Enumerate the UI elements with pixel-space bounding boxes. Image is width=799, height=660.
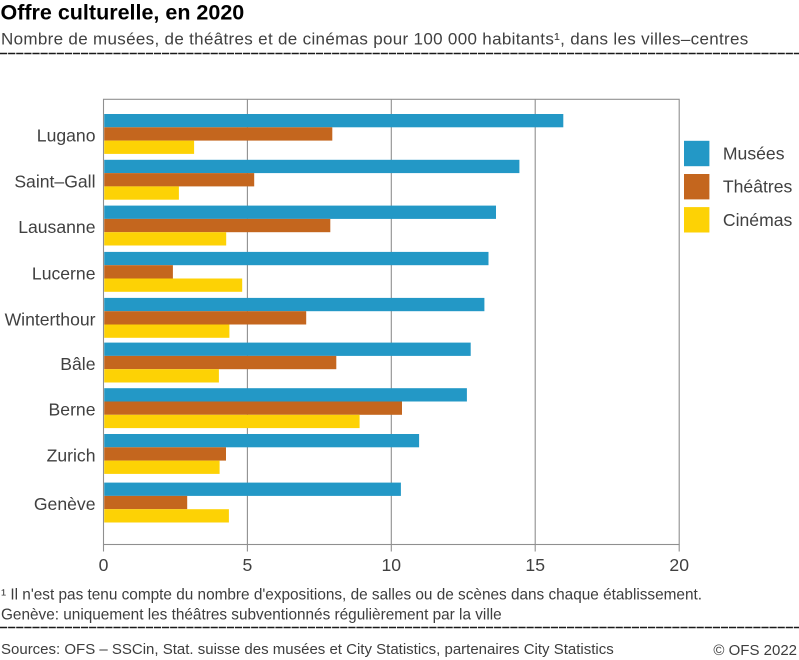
svg-text:Cinémas: Cinémas [723, 210, 793, 230]
svg-text:5: 5 [243, 555, 253, 575]
svg-text:Musées: Musées [723, 144, 785, 164]
svg-text:Lucerne: Lucerne [32, 263, 96, 283]
svg-text:Berne: Berne [49, 400, 96, 420]
svg-text:Saint–Gall: Saint–Gall [14, 171, 95, 191]
svg-text:10: 10 [382, 555, 402, 575]
svg-text:20: 20 [669, 555, 689, 575]
svg-text:© OFS 2022: © OFS 2022 [713, 642, 797, 659]
svg-text:Offre culturelle, en 2020: Offre culturelle, en 2020 [1, 1, 245, 25]
svg-text:15: 15 [525, 555, 545, 575]
svg-text:Théâtres: Théâtres [723, 177, 793, 197]
svg-text:Nombre de musées, de théâtres: Nombre de musées, de théâtres et de ciné… [1, 30, 749, 49]
svg-text:Winterthour: Winterthour [5, 309, 96, 329]
svg-text:¹ Il n'est pas tenu compte du: ¹ Il n'est pas tenu compte du nombre d'e… [1, 587, 702, 604]
svg-text:Lausanne: Lausanne [18, 217, 95, 237]
svg-text:Bâle: Bâle [60, 354, 95, 374]
svg-text:Zurich: Zurich [47, 446, 96, 466]
svg-text:Lugano: Lugano [37, 126, 96, 146]
svg-text:0: 0 [99, 555, 109, 575]
svg-text:Genève: uniquement les théâtre: Genève: uniquement les théâtres subventi… [1, 607, 502, 624]
svg-text:Genève: Genève [34, 494, 96, 514]
svg-text:Sources: OFS – SSCin, Stat. su: Sources: OFS – SSCin, Stat. suisse des m… [1, 641, 614, 658]
